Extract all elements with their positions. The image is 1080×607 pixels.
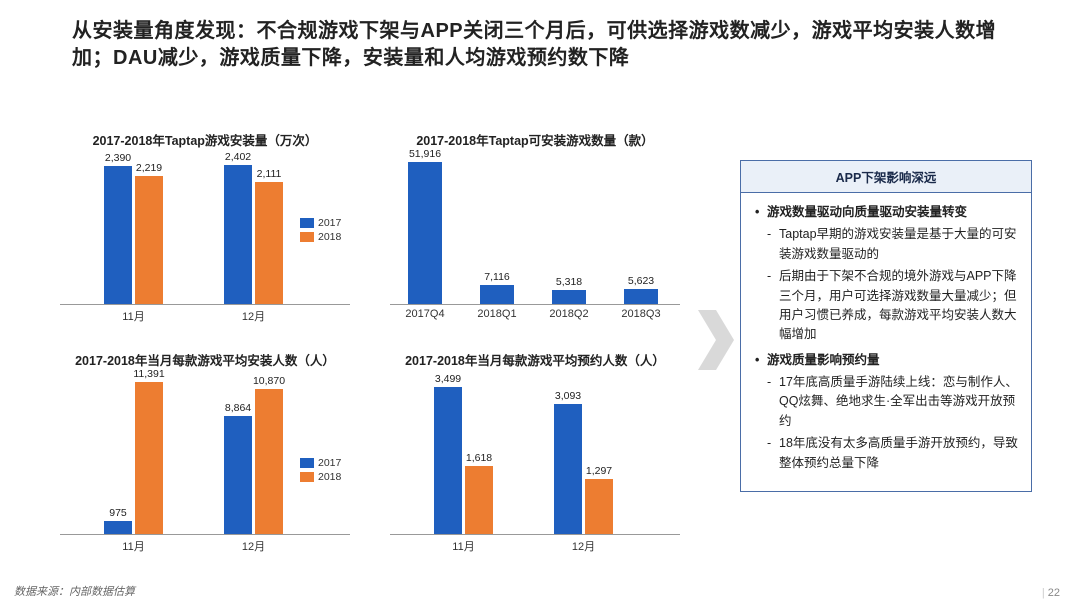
bar: 2,219 [135,176,163,304]
legend: 20172018 [300,457,341,483]
x-tick: 11月 [122,534,144,554]
insight-item: 游戏质量影响预约量17年底高质量手游陆续上线：恋与制作人、QQ炫舞、绝地求生·全… [755,351,1019,473]
bar: 2,402 [224,165,252,304]
bar: 2,390 [104,166,132,304]
bar: 8,864 [224,416,252,534]
chart-title: 2017-2018年当月每款游戏平均预约人数（人） [390,350,680,369]
chart-title: 2017-2018年Taptap游戏安装量（万次） [60,130,350,149]
insight-subitem: 18年底没有太多高质量手游开放预约，导致整体预约总量下降 [767,434,1019,473]
bar: 51,916 [408,162,442,304]
insight-panel: APP下架影响深远 游戏数量驱动向质量驱动安装量转变Taptap早期的游戏安装量… [740,160,1032,492]
chart-avg-reserve: 2017-2018年当月每款游戏平均预约人数（人） 3,4991,61811月 3… [390,350,680,560]
bar: 975 [104,521,132,534]
bar: 11,391 [135,382,163,534]
x-tick: 12月 [572,534,595,554]
insight-subitem: Taptap早期的游戏安装量是基于大量的可安装游戏数量驱动的 [767,225,1019,264]
x-tick: 2018Q2 [549,304,588,320]
chart-game-count: 2017-2018年Taptap可安装游戏数量（款） 51,9162017Q4 7… [390,130,680,325]
page-number: 22 [1042,587,1060,599]
bar: 10,870 [255,389,283,534]
chart-title: 2017-2018年当月每款游戏平均安装人数（人） [60,350,350,369]
arrow-icon [698,310,734,370]
x-tick: 11月 [452,534,474,554]
insight-item: 游戏数量驱动向质量驱动安装量转变Taptap早期的游戏安装量是基于大量的可安装游… [755,203,1019,345]
x-tick: 12月 [242,304,265,324]
x-tick: 2018Q1 [477,304,516,320]
insight-subitem: 后期由于下架不合规的境外游戏与APP下降三个月，用户可选择游戏数量大量减少；但用… [767,267,1019,345]
data-source: 数据来源：内部数据估算 [14,583,135,599]
chart-title: 2017-2018年Taptap可安装游戏数量（款） [390,130,680,149]
page-title: 从安装量角度发现：不合规游戏下架与APP关闭三个月后，可供选择游戏数减少，游戏平… [72,18,1000,72]
bar: 1,618 [465,466,493,534]
bar: 7,116 [480,285,514,304]
x-tick: 2017Q4 [405,304,444,320]
insight-panel-title: APP下架影响深远 [741,161,1031,193]
x-tick: 11月 [122,304,144,324]
chart-install-volume: 2017-2018年Taptap游戏安装量（万次） 2,3902,21911月 2… [60,130,350,325]
bar: 1,297 [585,479,613,534]
bar: 3,093 [554,404,582,534]
bar: 3,499 [434,387,462,534]
chart-avg-install: 2017-2018年当月每款游戏平均安装人数（人） 97511,39111月 8,… [60,350,350,560]
bar: 5,623 [624,289,658,304]
insight-subitem: 17年底高质量手游陆续上线：恋与制作人、QQ炫舞、绝地求生·全军出击等游戏开放预… [767,373,1019,431]
legend: 20172018 [300,217,341,243]
x-tick: 2018Q3 [621,304,660,320]
x-tick: 12月 [242,534,265,554]
bar: 2,111 [255,182,283,304]
bar: 5,318 [552,290,586,305]
